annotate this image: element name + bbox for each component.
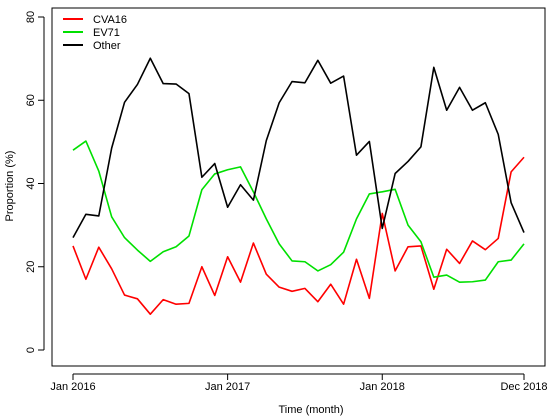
legend-label: Other xyxy=(93,40,121,52)
y-tick-label: 40 xyxy=(25,177,37,189)
x-tick-label: Jan 2016 xyxy=(50,381,95,393)
y-tick-label: 60 xyxy=(25,94,37,106)
plot-frame xyxy=(51,7,546,367)
x-tick-label: Dec 2018 xyxy=(500,381,547,393)
series-lines xyxy=(72,57,525,316)
y-tick-label: 80 xyxy=(25,11,37,23)
series-line-cva16 xyxy=(72,156,525,316)
legend-label: EV71 xyxy=(93,27,120,39)
x-axis-title: Time (month) xyxy=(279,404,344,416)
series-line-other xyxy=(72,57,525,238)
y-tick-label: 20 xyxy=(25,261,37,273)
x-tick-label: Jan 2017 xyxy=(205,381,250,393)
legend-label: CVA16 xyxy=(93,14,127,26)
axes: 0 20 40 60 80 Jan 2016 Jan 2017 Jan 2018 Dec 201… xyxy=(25,7,548,393)
x-tick-label: Jan 2018 xyxy=(360,381,405,393)
y-axis-title: Proportion (%) xyxy=(4,151,16,222)
series-line-ev71 xyxy=(72,140,525,283)
y-tick-label: 0 xyxy=(25,347,37,353)
